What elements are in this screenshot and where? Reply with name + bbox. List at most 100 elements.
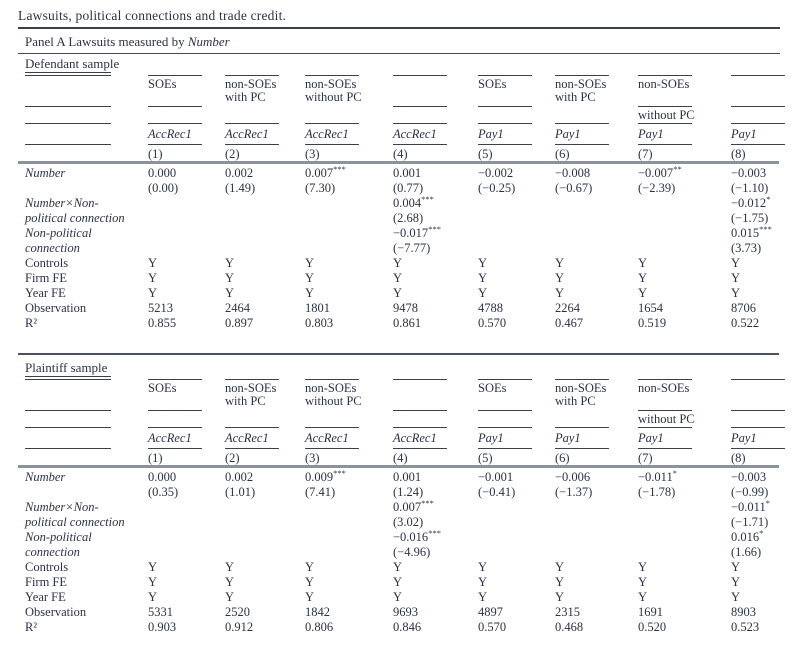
data-cell: Y [638, 271, 648, 285]
column-number-row: (1) (2) (3) (4) (5) (6) (7) (8) [18, 447, 785, 465]
header-rule [638, 144, 692, 145]
data-cell: 0.523 [731, 620, 760, 634]
data-cell: 0.522 [731, 316, 760, 330]
data-cell: (−2.39) [638, 181, 676, 195]
data-cell: Y [393, 286, 403, 300]
column-number-row: (1) (2) (3) (4) (5) (6) (7) (8) [18, 143, 785, 161]
data-cell: 0.001 [393, 470, 422, 484]
data-cell: Y [731, 590, 741, 604]
column-number: (2) [225, 451, 240, 465]
row-label: connection [25, 241, 80, 255]
column-number: (4) [393, 147, 408, 161]
header-rule [393, 105, 447, 107]
table-row: (0.35) (1.01) (7.41) (1.24) (−0.41) (−1.37) (−… [18, 485, 779, 500]
column-group-header: SOEs [148, 76, 177, 91]
row-label: Number [25, 166, 66, 180]
dep-var-header: AccRec1 [148, 127, 192, 141]
table-row: Non-political −0.016*** 0.016* [18, 529, 779, 545]
header-rule [148, 448, 202, 449]
header-rule [148, 409, 202, 411]
header-rule [731, 144, 785, 145]
row-label: Non-political [25, 226, 92, 240]
table-row: connection (−7.77) (3.73) [18, 241, 779, 256]
data-cell: Y [393, 560, 403, 574]
header-rule [225, 144, 279, 145]
dep-var-row: AccRec1 AccRec1 AccRec1 AccRec1 Pay1 Pay1 Pay1… [18, 426, 785, 447]
data-cell: (0.77) [393, 181, 424, 195]
data-cell: (1.66) [731, 545, 762, 559]
row-label: connection [25, 545, 80, 559]
data-cell: −0.006 [555, 470, 591, 484]
header-rule [25, 74, 111, 76]
data-cell: Y [478, 271, 488, 285]
data-cell: Y [731, 271, 741, 285]
row-label: Number×Non- [25, 500, 99, 514]
data-cell: 4897 [478, 605, 503, 619]
table-row: Year FE Y Y Y Y Y Y Y Y [18, 590, 779, 605]
dep-var-header: AccRec1 [393, 431, 437, 445]
row-label: R² [25, 620, 38, 634]
row-label: Observation [25, 605, 87, 619]
table-row: Observation 5213 2464 1801 9478 4788 2264 1654 8… [18, 301, 779, 316]
column-number: (3) [305, 147, 320, 161]
title-rule [18, 27, 780, 29]
column-group-header: non-SOEs [638, 76, 690, 91]
data-cell: Y [555, 590, 565, 604]
header-rule [305, 144, 359, 145]
header-rule [478, 105, 532, 107]
header-divider [18, 465, 779, 468]
header-divider-row [18, 161, 779, 166]
data-cell: 2520 [225, 605, 250, 619]
row-label: Year FE [25, 286, 66, 300]
dep-var-header: AccRec1 [148, 431, 192, 445]
data-cell: (−0.99) [731, 485, 769, 499]
data-cell: 0.520 [638, 620, 667, 634]
header-rule [638, 409, 692, 411]
column-number: (5) [478, 147, 493, 161]
data-cell: (−0.41) [478, 485, 516, 499]
data-cell: Y [731, 286, 741, 300]
header-rule [478, 409, 532, 411]
header-rule [555, 123, 609, 124]
table-row: Number 0.000 0.002 0.007*** 0.001 −0.002 −0.00… [18, 163, 779, 181]
header-divider-row [18, 465, 779, 470]
dep-var-header: AccRec1 [305, 127, 349, 141]
data-cell: (3.73) [731, 241, 762, 255]
data-cell: (−1.78) [638, 485, 676, 499]
column-number: (1) [148, 451, 163, 465]
row-label: Controls [25, 560, 69, 574]
header-rule [25, 427, 111, 428]
column-number: (6) [555, 451, 570, 465]
row-label: political connection [25, 211, 125, 225]
panel-rule [18, 52, 780, 54]
header-rule [393, 448, 447, 449]
header-rule [478, 427, 532, 428]
data-cell: 0.897 [225, 316, 254, 330]
header-rule [225, 427, 279, 428]
data-cell: (−0.67) [555, 181, 593, 195]
data-cell: Y [225, 286, 235, 300]
data-cell: 0.912 [225, 620, 254, 634]
dep-var-header: Pay1 [638, 127, 664, 141]
data-cell: Y [148, 590, 158, 604]
row-label: Year FE [25, 590, 66, 604]
header-rule [731, 74, 785, 76]
data-cell: Y [148, 575, 158, 589]
defendant-panel: Defendant sample SOEs non-SOEs with PC non-… [18, 57, 785, 332]
data-cell: 0.007*** [305, 163, 346, 180]
data-cell: Y [305, 271, 315, 285]
data-cell: Y [225, 560, 235, 574]
data-cell: (−1.71) [731, 515, 769, 529]
data-cell: (1.24) [393, 485, 424, 499]
row-label: Non-political [25, 530, 92, 544]
data-cell: −0.012* [731, 193, 771, 210]
data-cell: Y [305, 560, 315, 574]
data-cell: −0.011* [638, 467, 677, 484]
data-cell: 0.806 [305, 620, 334, 634]
dep-var-header: AccRec1 [225, 127, 269, 141]
table-row: R² 0.855 0.897 0.803 0.861 0.570 0.467 0.519 0.5… [18, 316, 779, 331]
header-rule [555, 74, 609, 76]
column-number: (7) [638, 451, 653, 465]
column-group-header: SOEs [478, 380, 507, 395]
data-cell: Y [638, 560, 648, 574]
